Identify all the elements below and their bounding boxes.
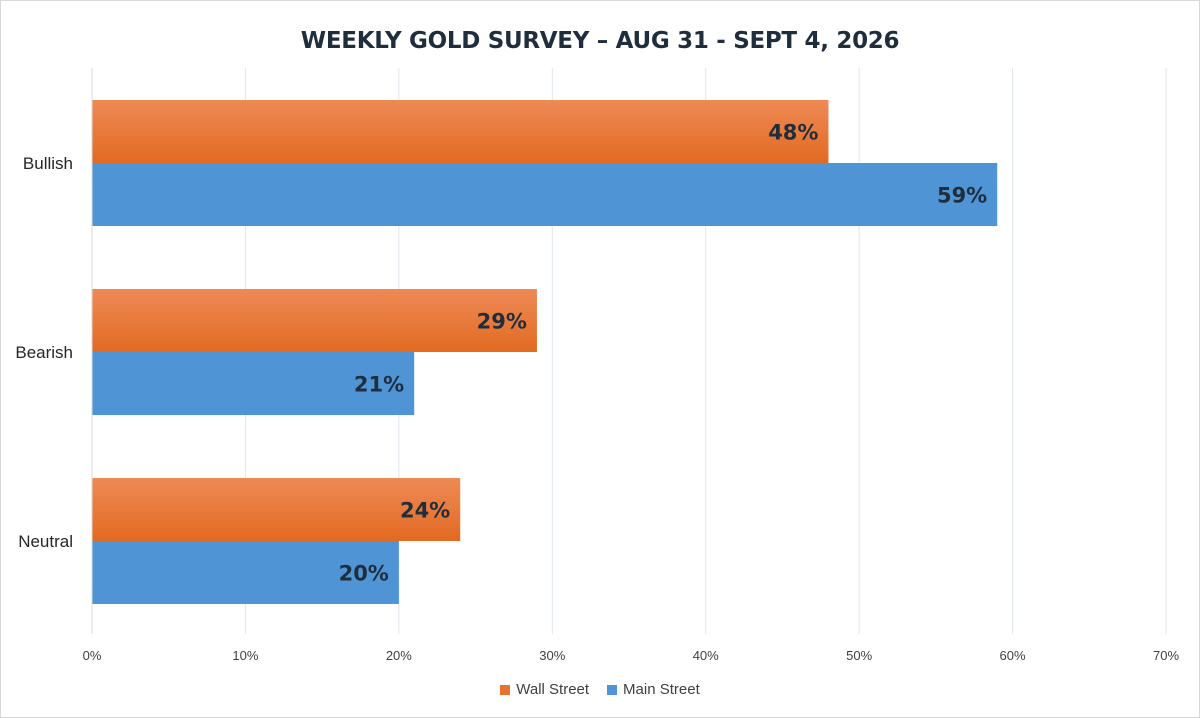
category-label-bullish: Bullish — [23, 154, 73, 173]
legend-item-main-street: Main Street — [607, 681, 700, 698]
x-tick-label: 70% — [1153, 648, 1179, 663]
legend-label-main-street: Main Street — [623, 681, 700, 698]
legend-swatch-wall-street — [500, 684, 511, 695]
bars — [92, 100, 998, 604]
data-label-main-street-neutral: 20% — [339, 562, 389, 586]
data-label-wall-street-bearish: 29% — [477, 310, 527, 334]
x-tick-label: 60% — [1000, 648, 1026, 663]
legend-label-wall-street: Wall Street — [516, 681, 590, 698]
axes: 0% 10% 20% 30% 40% 50% 60% 70% Bullish Bearish Neu… — [15, 68, 1179, 663]
chart-title: WEEKLY GOLD SURVEY – AUG 31 - SEPT 4, 20… — [300, 28, 900, 54]
x-tick-label: 30% — [539, 648, 565, 663]
data-label-wall-street-bullish: 48% — [768, 121, 818, 145]
data-labels: 48% 29% 24% 59% 21% 20% — [339, 121, 988, 586]
category-label-neutral: Neutral — [18, 532, 73, 551]
bar-main-street-neutral — [92, 541, 399, 604]
x-tick-label: 40% — [693, 648, 719, 663]
data-label-wall-street-neutral: 24% — [400, 499, 450, 523]
bar-wall-street-neutral — [92, 478, 461, 541]
data-label-main-street-bearish: 21% — [354, 373, 404, 397]
bar-wall-street-bullish — [92, 100, 829, 163]
bar-wall-street-bearish — [92, 289, 537, 352]
legend: Wall Street Main Street — [0, 681, 1200, 698]
category-label-bearish: Bearish — [15, 343, 73, 362]
legend-item-wall-street: Wall Street — [500, 681, 589, 698]
x-tick-label: 10% — [232, 648, 258, 663]
legend-swatch-main-street — [607, 684, 618, 695]
bar-main-street-bullish — [92, 163, 998, 226]
data-label-main-street-bullish: 59% — [937, 184, 987, 208]
bar-main-street-bearish — [92, 352, 415, 415]
x-tick-label: 20% — [386, 648, 412, 663]
x-tick-label: 50% — [846, 648, 872, 663]
x-tick-label: 0% — [83, 648, 102, 663]
